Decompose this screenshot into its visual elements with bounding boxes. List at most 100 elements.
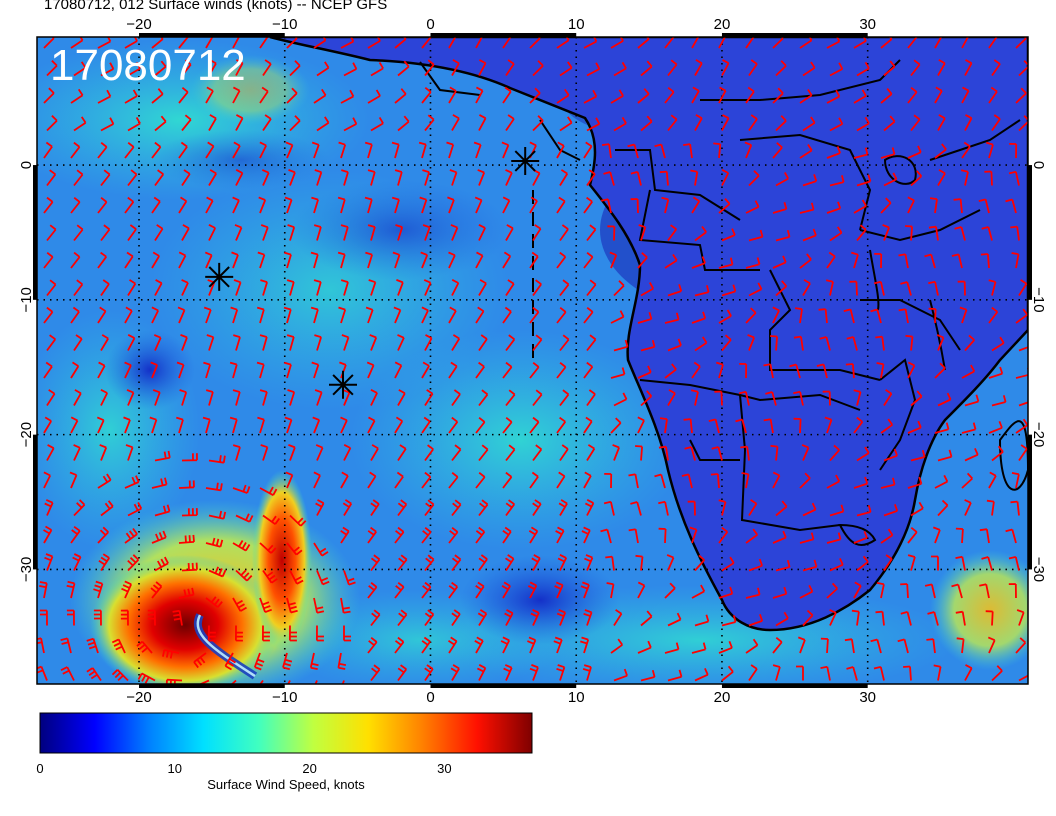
wind-barb: [44, 553, 54, 571]
wind-barb: [262, 114, 272, 132]
wind-barb: [554, 581, 564, 599]
wind-barb: [691, 311, 707, 324]
wind-barb: [73, 279, 84, 297]
wind-barb: [367, 526, 377, 544]
wind-barb: [937, 499, 949, 517]
wind-barb: [957, 280, 966, 296]
wind-barb: [529, 664, 539, 681]
wind-barb: [961, 364, 976, 379]
wind-barb: [367, 37, 381, 49]
wind-barb: [880, 37, 893, 49]
wind-barb: [772, 586, 788, 599]
wind-barb: [97, 473, 112, 489]
wind-barb: [100, 334, 109, 351]
wind-barb: [446, 141, 455, 159]
wind-barb: [927, 611, 939, 626]
wind-barb: [603, 500, 615, 516]
wind-barb: [961, 422, 977, 434]
wind-barb: [202, 416, 211, 434]
wind-barb: [1018, 279, 1028, 296]
wind-barb: [127, 169, 138, 187]
wind-barb: [397, 554, 408, 572]
wind-barb: [964, 334, 975, 352]
map-edge-bars: [33, 33, 1032, 688]
wind-barb: [421, 581, 432, 599]
wind-barb: [1008, 583, 1017, 599]
wind-barb: [316, 116, 330, 132]
wind-barb: [683, 418, 693, 434]
wind-barb: [826, 279, 834, 296]
wind-barb: [691, 389, 699, 406]
wind-barb: [364, 141, 373, 159]
wind-barb: [628, 473, 639, 489]
wind-barb: [527, 636, 537, 654]
wind-barb: [659, 170, 669, 186]
wind-barb: [991, 395, 1007, 407]
wind-barb: [451, 389, 461, 407]
wind-barb: [856, 505, 872, 517]
wind-barb: [880, 418, 894, 434]
wind-barb: [421, 416, 431, 434]
wind-barb: [556, 196, 566, 214]
wind-barb: [154, 60, 167, 77]
wind-barb: [342, 499, 353, 516]
wind-barb: [802, 279, 811, 296]
wind-barb: [147, 609, 156, 626]
wind-barb: [846, 336, 858, 351]
wind-barb: [900, 583, 909, 599]
wind-barb: [70, 196, 81, 214]
wind-barb: [691, 86, 700, 104]
wind-barb: [448, 251, 456, 269]
wind-barb: [748, 282, 763, 297]
wind-barb: [394, 471, 404, 489]
wind-barb: [772, 471, 781, 489]
wind-barb: [988, 37, 998, 49]
wind-barb: [883, 448, 898, 462]
wind-barb: [745, 587, 761, 599]
wind-barb: [370, 609, 381, 627]
wind-barb: [721, 169, 730, 186]
wind-barb: [826, 201, 842, 214]
wind-barb: [424, 499, 435, 517]
wind-barb: [205, 37, 214, 49]
wind-barb: [793, 390, 804, 406]
wind-barb: [310, 306, 319, 324]
wind-barb: [60, 666, 75, 681]
wind-barb: [775, 172, 789, 187]
wind-barb: [718, 86, 727, 104]
wind-barb: [310, 251, 319, 269]
wind-barb: [876, 582, 885, 599]
wind-barb: [150, 361, 159, 379]
wind-barb: [826, 146, 841, 159]
wind-barb: [627, 143, 639, 159]
wind-barb: [1015, 637, 1027, 654]
wind-barb: [667, 338, 682, 352]
wind-barb: [283, 306, 292, 324]
wind-barb: [924, 253, 936, 269]
wind-barb: [151, 141, 162, 159]
wind-barb: [124, 141, 135, 159]
wind-barb: [206, 334, 215, 351]
wind-barb: [605, 555, 615, 571]
wind-barb: [232, 141, 241, 159]
wind-barb: [667, 612, 682, 627]
wind-barb: [711, 446, 723, 461]
wind-barb: [313, 597, 325, 614]
wind-barb: [180, 334, 188, 351]
wind-barb: [981, 556, 993, 571]
wind-barb: [610, 638, 624, 654]
wind-barb: [285, 471, 294, 489]
wind-barb: [395, 224, 404, 241]
wind-barb: [640, 339, 656, 352]
wind-barb: [741, 472, 750, 489]
lon-tick-top: −20: [126, 16, 151, 33]
wind-barb: [127, 501, 143, 517]
wind-barb: [451, 499, 462, 517]
wind-barb: [772, 664, 781, 681]
lon-tick-bottom: 30: [859, 689, 876, 706]
wind-barb: [260, 444, 269, 461]
wind-barb: [505, 59, 515, 77]
wind-barb: [394, 88, 407, 104]
wind-barb: [391, 141, 400, 159]
wind-barb: [284, 196, 293, 214]
